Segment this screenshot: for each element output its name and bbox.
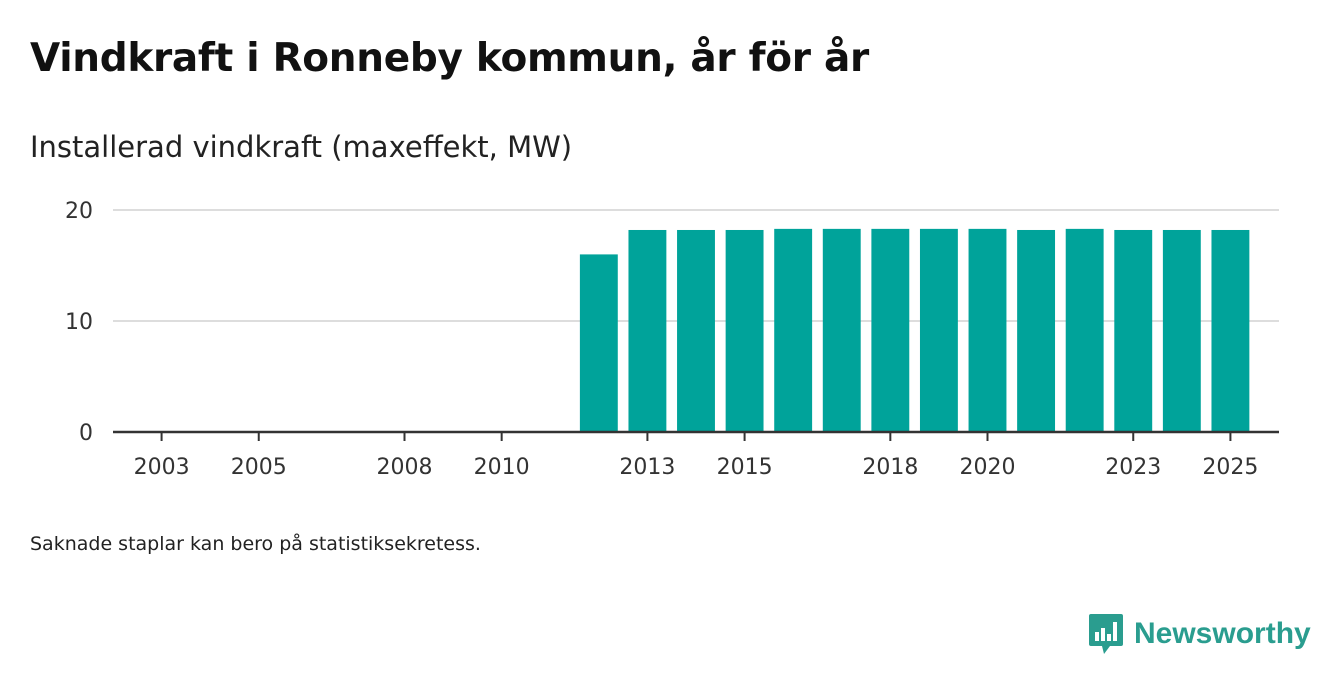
x-tick-label: 2003: [134, 455, 190, 480]
newsworthy-logo: Newsworthy: [1088, 612, 1311, 656]
bar: [1065, 228, 1104, 432]
x-tick-label: 2023: [1105, 455, 1161, 480]
bar: [1017, 229, 1056, 432]
bar: [968, 228, 1007, 432]
x-tick-label: 2010: [474, 455, 530, 480]
bar: [774, 228, 813, 432]
x-tick-label: 2015: [717, 455, 773, 480]
bar: [822, 228, 861, 432]
x-tick-label: 2025: [1202, 455, 1258, 480]
bar: [871, 228, 910, 432]
bar: [919, 228, 958, 432]
y-tick-label: 10: [65, 310, 93, 335]
chart-title: Vindkraft i Ronneby kommun, år för år: [30, 36, 869, 81]
bar: [1114, 229, 1153, 432]
bar: [1162, 229, 1201, 432]
bar: [725, 229, 764, 432]
x-tick-label: 2020: [960, 455, 1016, 480]
bar: [579, 254, 618, 432]
x-tick-label: 2013: [619, 455, 675, 480]
y-tick-label: 0: [79, 421, 93, 446]
newsworthy-logo-icon: [1089, 614, 1123, 654]
x-tick-label: 2008: [377, 455, 433, 480]
x-tick-label: 2018: [862, 455, 918, 480]
footnote: Saknade staplar kan bero på statistiksek…: [30, 533, 481, 555]
brand-name: Newsworthy: [1134, 617, 1311, 650]
bar: [1211, 229, 1250, 432]
y-tick-label: 20: [65, 199, 93, 224]
bar: [628, 229, 667, 432]
x-tick-label: 2005: [231, 455, 287, 480]
chart-subtitle: Installerad vindkraft (maxeffekt, MW): [30, 130, 573, 164]
bar: [677, 229, 715, 432]
